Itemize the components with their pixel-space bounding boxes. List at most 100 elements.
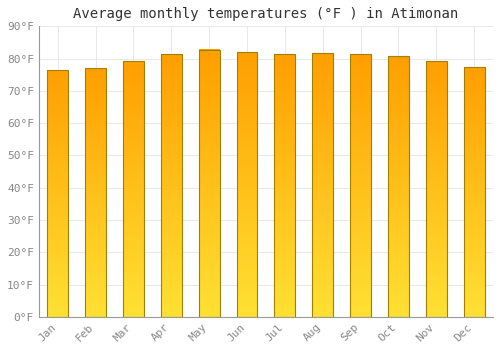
Bar [388, 124, 409, 125]
Bar [388, 154, 409, 155]
Bar [198, 309, 220, 310]
Bar [198, 226, 220, 227]
Bar [464, 248, 484, 249]
Bar [85, 266, 106, 267]
Bar [236, 230, 258, 231]
Bar [388, 121, 409, 122]
Bar [426, 212, 446, 213]
Bar [161, 91, 182, 92]
Bar [312, 212, 333, 214]
Bar [388, 111, 409, 112]
Bar [312, 262, 333, 264]
Bar [350, 315, 371, 317]
Bar [85, 238, 106, 239]
Bar [161, 309, 182, 310]
Bar [85, 89, 106, 90]
Bar [464, 278, 484, 279]
Bar [312, 190, 333, 191]
Bar [312, 71, 333, 73]
Bar [48, 128, 68, 129]
Bar [123, 196, 144, 198]
Bar [274, 138, 295, 140]
Bar [464, 195, 484, 197]
Bar [350, 222, 371, 223]
Bar [161, 126, 182, 128]
Bar [312, 162, 333, 164]
Bar [388, 270, 409, 271]
Bar [388, 119, 409, 120]
Bar [236, 77, 258, 79]
Bar [236, 281, 258, 282]
Bar [198, 242, 220, 243]
Bar [85, 103, 106, 104]
Bar [274, 141, 295, 142]
Bar [388, 65, 409, 66]
Bar [161, 178, 182, 179]
Bar [198, 191, 220, 193]
Bar [388, 182, 409, 184]
Bar [48, 300, 68, 301]
Bar [312, 271, 333, 272]
Bar [48, 240, 68, 241]
Bar [274, 187, 295, 188]
Bar [198, 166, 220, 167]
Bar [350, 243, 371, 244]
Bar [464, 184, 484, 186]
Bar [48, 198, 68, 200]
Bar [388, 247, 409, 249]
Bar [274, 159, 295, 161]
Bar [426, 219, 446, 221]
Bar [161, 176, 182, 178]
Bar [85, 268, 106, 270]
Bar [350, 65, 371, 67]
Bar [85, 181, 106, 182]
Bar [123, 246, 144, 248]
Bar [426, 176, 446, 177]
Bar [85, 297, 106, 298]
Bar [198, 291, 220, 293]
Bar [123, 274, 144, 276]
Bar [123, 67, 144, 69]
Bar [274, 90, 295, 91]
Bar [198, 231, 220, 233]
Bar [464, 100, 484, 101]
Bar [312, 281, 333, 282]
Bar [236, 152, 258, 153]
Bar [388, 292, 409, 293]
Bar [312, 224, 333, 226]
Bar [161, 69, 182, 70]
Bar [198, 315, 220, 317]
Bar [123, 84, 144, 85]
Bar [274, 70, 295, 71]
Bar [350, 290, 371, 292]
Bar [464, 194, 484, 195]
Bar [464, 286, 484, 287]
Bar [161, 294, 182, 296]
Bar [85, 261, 106, 262]
Bar [350, 86, 371, 88]
Bar [388, 241, 409, 243]
Bar [464, 279, 484, 281]
Bar [48, 239, 68, 240]
Bar [464, 259, 484, 260]
Bar [198, 60, 220, 62]
Bar [274, 164, 295, 166]
Bar [123, 127, 144, 129]
Bar [274, 173, 295, 174]
Bar [161, 78, 182, 79]
Bar [350, 183, 371, 184]
Bar [426, 112, 446, 113]
Bar [388, 129, 409, 130]
Bar [48, 301, 68, 302]
Bar [388, 191, 409, 193]
Bar [388, 313, 409, 314]
Bar [236, 262, 258, 264]
Bar [464, 308, 484, 309]
Bar [85, 237, 106, 238]
Bar [312, 235, 333, 236]
Bar [464, 125, 484, 127]
Bar [388, 314, 409, 315]
Bar [236, 106, 258, 108]
Bar [274, 124, 295, 125]
Bar [198, 64, 220, 65]
